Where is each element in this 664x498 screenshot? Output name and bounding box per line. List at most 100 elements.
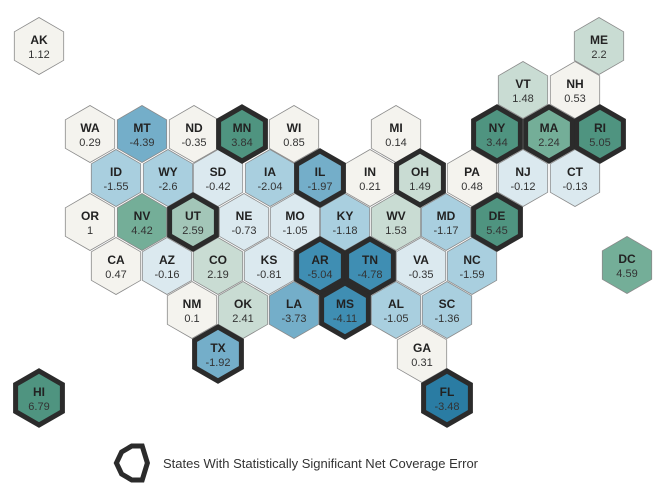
- state-value: -5.04: [307, 269, 332, 281]
- state-abbr: SD: [210, 165, 227, 179]
- hexagon-shape: [497, 61, 549, 119]
- hexagon-shape: [13, 368, 65, 428]
- state-hex-wv: WV 1.53: [370, 193, 422, 251]
- hexagon-shape: [294, 148, 346, 208]
- state-value: -0.13: [562, 181, 587, 193]
- state-hex-vt: VT 1.48: [497, 61, 549, 119]
- state-value: -4.78: [357, 269, 382, 281]
- state-hex-ar: AR -5.04: [294, 236, 346, 296]
- legend: States With Statistically Significant Ne…: [113, 443, 479, 483]
- state-value: -1.97: [307, 181, 332, 193]
- hexagon-shape: [574, 104, 626, 164]
- state-abbr: IN: [364, 165, 376, 179]
- state-hex-ne: NE -0.73: [218, 193, 270, 251]
- state-value: 0.85: [283, 137, 304, 149]
- hexagon-shape: [497, 149, 549, 207]
- state-hex-nh: NH 0.53: [549, 61, 601, 119]
- hexagon-shape: [192, 149, 244, 207]
- state-abbr: AZ: [159, 253, 175, 267]
- state-value: 2.41: [232, 313, 253, 325]
- hexagon-shape: [216, 104, 268, 164]
- state-abbr: AR: [311, 253, 329, 267]
- hexagon-shape: [319, 193, 371, 251]
- state-abbr: KS: [261, 253, 278, 267]
- state-hex-tn: TN -4.78: [344, 236, 396, 296]
- state-value: 0.14: [385, 137, 406, 149]
- hexagon-shape: [523, 104, 575, 164]
- state-value: 0.53: [564, 93, 585, 105]
- state-value: 5.45: [486, 225, 507, 237]
- state-hex-ia: IA -2.04: [244, 149, 296, 207]
- state-hex-id: ID -1.55: [90, 149, 142, 207]
- state-value: -0.16: [154, 269, 179, 281]
- state-abbr: LA: [286, 297, 302, 311]
- state-abbr: VT: [515, 77, 531, 91]
- hexagon-shape: [64, 193, 116, 251]
- hexagon-shape: [446, 149, 498, 207]
- hexagon-shape: [446, 237, 498, 295]
- state-value: 0.47: [105, 269, 126, 281]
- state-hex-ri: RI 5.05: [574, 104, 626, 164]
- state-abbr: NH: [566, 77, 583, 91]
- state-hex-nm: NM 0.1: [166, 281, 218, 339]
- state-abbr: SC: [439, 297, 456, 311]
- state-abbr: KY: [337, 209, 354, 223]
- state-abbr: MN: [233, 121, 252, 135]
- hexagon-shape: [421, 368, 473, 428]
- state-hex-il: IL -1.97: [294, 148, 346, 208]
- state-abbr: FL: [440, 385, 455, 399]
- state-abbr: CA: [107, 253, 125, 267]
- hexagon-shape: [116, 105, 168, 163]
- state-hex-tx: TX -1.92: [192, 324, 244, 384]
- state-value: -1.17: [433, 225, 458, 237]
- state-hex-dc: DC 4.59: [601, 236, 653, 294]
- state-value: -1.92: [205, 357, 230, 369]
- state-abbr: NE: [236, 209, 253, 223]
- state-hex-la: LA -3.73: [268, 281, 320, 339]
- state-value: 0.31: [411, 357, 432, 369]
- state-hex-sd: SD -0.42: [192, 149, 244, 207]
- state-value: 0.1: [184, 313, 199, 325]
- state-abbr: ID: [110, 165, 122, 179]
- hexagon-shape: [192, 237, 244, 295]
- hexagon-shape: [319, 280, 371, 340]
- state-hex-nc: NC -1.59: [446, 237, 498, 295]
- hexagon-shape: [601, 236, 653, 294]
- state-hex-fl: FL -3.48: [421, 368, 473, 428]
- state-abbr: TN: [362, 253, 378, 267]
- state-hex-de: DE 5.45: [471, 192, 523, 252]
- hexagon-shape: [344, 236, 396, 296]
- hexagon-shape: [268, 105, 320, 163]
- state-hex-mn: MN 3.84: [216, 104, 268, 164]
- state-abbr: ND: [185, 121, 203, 135]
- state-hex-nd: ND -0.35: [168, 105, 220, 163]
- state-value: 1.48: [512, 93, 533, 105]
- state-value: 2.24: [538, 137, 559, 149]
- state-value: 2.59: [182, 225, 203, 237]
- state-hex-va: VA -0.35: [395, 237, 447, 295]
- state-hex-ct: CT -0.13: [549, 149, 601, 207]
- state-hex-mt: MT -4.39: [116, 105, 168, 163]
- state-abbr: IA: [264, 165, 276, 179]
- hexagon-shape: [90, 237, 142, 295]
- state-hex-wy: WY -2.6: [142, 149, 194, 207]
- state-abbr: IL: [315, 165, 326, 179]
- state-hex-nv: NV 4.42: [116, 193, 168, 251]
- hexagon-shape: [64, 105, 116, 163]
- hexagon-shape: [218, 193, 270, 251]
- hexagon-shape: [573, 17, 625, 75]
- state-value: 2.2: [591, 49, 606, 61]
- state-hex-ny: NY 3.44: [471, 104, 523, 164]
- hexagon-shape: [142, 149, 194, 207]
- state-abbr: OR: [81, 209, 99, 223]
- state-value: -0.35: [408, 269, 433, 281]
- state-value: 3.84: [231, 137, 252, 149]
- state-abbr: CT: [567, 165, 584, 179]
- state-value: 4.59: [616, 268, 637, 280]
- hexagon-shape: [421, 281, 473, 339]
- state-abbr: TX: [210, 341, 225, 355]
- hexagon-shape: [167, 192, 219, 252]
- state-hex-me: ME 2.2: [573, 17, 625, 75]
- state-abbr: DE: [489, 209, 506, 223]
- hexagon-shape: [396, 325, 448, 383]
